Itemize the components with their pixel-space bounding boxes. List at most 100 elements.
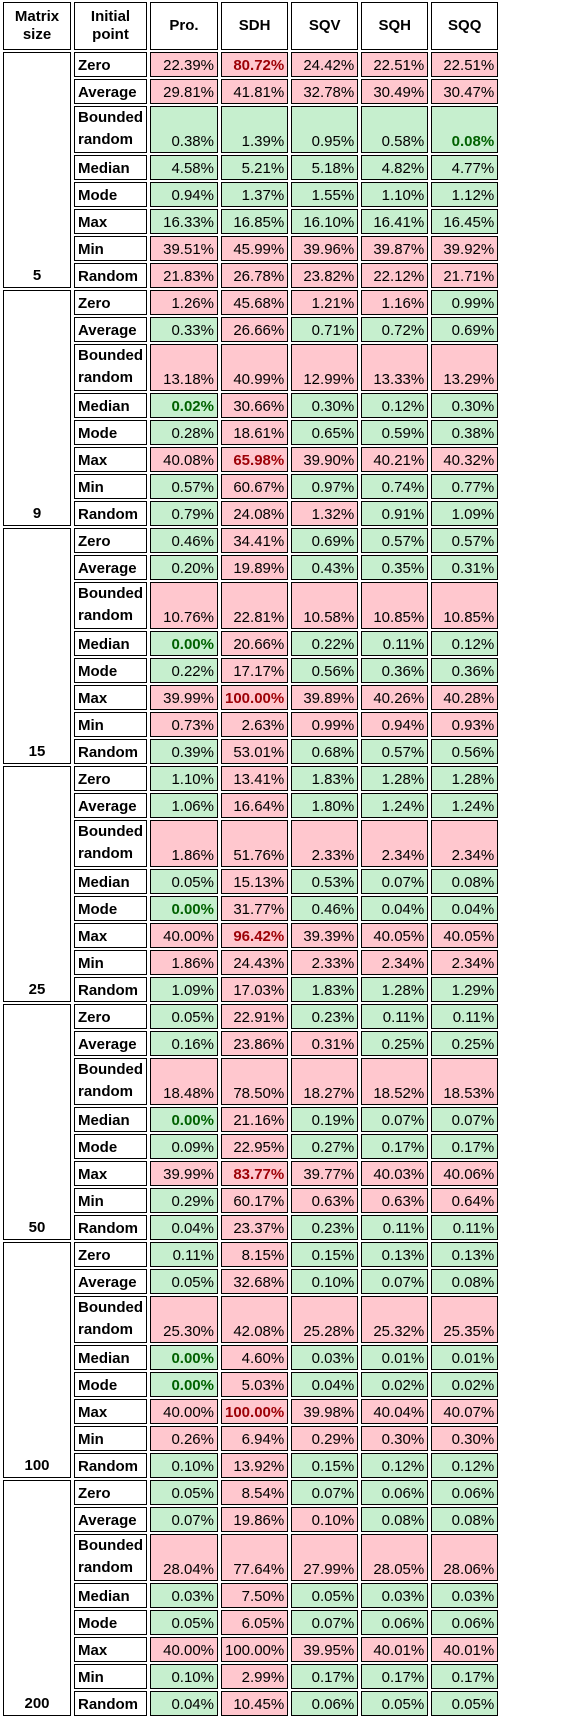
initial-point-label: Average	[74, 1269, 147, 1294]
value-cell-sqh: 13.33%	[361, 344, 429, 391]
matrix-size-cell: 15	[3, 528, 71, 764]
value-cell-sqq: 28.06%	[431, 1534, 499, 1581]
table-row: Min 0.57% 60.67% 0.97% 0.74% 0.77%	[3, 474, 499, 499]
header-initial-point: Initial point	[74, 2, 147, 50]
value-cell-sqh: 1.24%	[361, 793, 429, 818]
value-cell-sdh: 80.72%	[221, 52, 289, 77]
value-cell-sdh: 40.99%	[221, 344, 289, 391]
value-cell-sdh: 32.68%	[221, 1269, 289, 1294]
value-cell-pro: 0.38%	[150, 106, 218, 153]
value-cell-sqv: 0.23%	[291, 1215, 359, 1240]
table-row: Bounded random 10.76% 22.81% 10.58% 10.85% 10…	[3, 582, 499, 629]
value-cell-sdh: 31.77%	[221, 896, 289, 921]
value-cell-sqh: 0.59%	[361, 420, 429, 445]
value-cell-sqv: 0.95%	[291, 106, 359, 153]
value-cell-sqq: 0.36%	[431, 658, 499, 683]
value-cell-sqq: 0.06%	[431, 1480, 499, 1505]
value-cell-sdh: 51.76%	[221, 820, 289, 867]
header-sqh: SQH	[361, 2, 429, 50]
value-cell-pro: 1.06%	[150, 793, 218, 818]
table-row: 15 Zero 0.46% 34.41% 0.69% 0.57% 0.57%	[3, 528, 499, 764]
value-cell-pro: 0.73%	[150, 712, 218, 737]
value-cell-sqv: 0.68%	[291, 739, 359, 764]
value-cell-sqh: 1.28%	[361, 977, 429, 1002]
value-cell-sqv: 0.53%	[291, 869, 359, 894]
value-cell-sdh: 26.66%	[221, 317, 289, 342]
value-cell-sqq: 0.77%	[431, 474, 499, 499]
table-row: Max 40.08% 65.98% 39.90% 40.21% 40.32%	[3, 447, 499, 472]
value-cell-sdh: 7.50%	[221, 1583, 289, 1608]
value-cell-pro: 0.57%	[150, 474, 218, 499]
value-cell-sqv: 39.90%	[291, 447, 359, 472]
initial-point-label: Random	[74, 1453, 147, 1478]
value-cell-pro: 25.30%	[150, 1296, 218, 1343]
value-cell-sqq: 0.56%	[431, 739, 499, 764]
table-body: 5 Zero 22.39% 80.72% 24.42% 22.51% 22.51% Avera…	[3, 52, 499, 1716]
initial-point-label: Bounded random	[74, 106, 147, 153]
value-cell-sqv: 0.06%	[291, 1691, 359, 1716]
value-cell-pro: 0.05%	[150, 1269, 218, 1294]
value-cell-sdh: 19.86%	[221, 1507, 289, 1532]
value-cell-sqv: 0.10%	[291, 1269, 359, 1294]
value-cell-sqq: 0.11%	[431, 1004, 499, 1029]
matrix-size-cell: 9	[3, 290, 71, 526]
initial-point-label: Mode	[74, 1134, 147, 1159]
table-row: Mode 0.05% 6.05% 0.07% 0.06% 0.06%	[3, 1610, 499, 1635]
value-cell-sqv: 18.27%	[291, 1058, 359, 1105]
initial-point-label: Max	[74, 685, 147, 710]
value-cell-pro: 0.10%	[150, 1664, 218, 1689]
value-cell-sqh: 0.11%	[361, 1004, 429, 1029]
value-cell-sqv: 39.98%	[291, 1399, 359, 1424]
value-cell-sqh: 30.49%	[361, 79, 429, 104]
value-cell-sqq: 40.01%	[431, 1637, 499, 1662]
value-cell-sqh: 39.87%	[361, 236, 429, 261]
value-cell-sqv: 0.15%	[291, 1453, 359, 1478]
value-cell-sqh: 1.28%	[361, 766, 429, 791]
header-sdh: SDH	[221, 2, 289, 50]
value-cell-sdh: 77.64%	[221, 1534, 289, 1581]
value-cell-sqh: 0.57%	[361, 528, 429, 553]
initial-point-label: Mode	[74, 420, 147, 445]
initial-point-label: Zero	[74, 1480, 147, 1505]
header-sqv: SQV	[291, 2, 359, 50]
value-cell-pro: 0.03%	[150, 1583, 218, 1608]
value-cell-sqh: 0.35%	[361, 555, 429, 580]
table-row: Mode 0.28% 18.61% 0.65% 0.59% 0.38%	[3, 420, 499, 445]
value-cell-pro: 0.00%	[150, 1372, 218, 1397]
initial-point-label: Average	[74, 555, 147, 580]
table-row: Mode 0.94% 1.37% 1.55% 1.10% 1.12%	[3, 182, 499, 207]
value-cell-sqq: 39.92%	[431, 236, 499, 261]
value-cell-pro: 39.99%	[150, 685, 218, 710]
initial-point-label: Zero	[74, 528, 147, 553]
value-cell-sqh: 0.91%	[361, 501, 429, 526]
value-cell-sqh: 0.12%	[361, 1453, 429, 1478]
initial-point-label: Median	[74, 631, 147, 656]
value-cell-sdh: 22.91%	[221, 1004, 289, 1029]
value-cell-sqv: 1.83%	[291, 977, 359, 1002]
value-cell-sqh: 0.02%	[361, 1372, 429, 1397]
value-cell-pro: 13.18%	[150, 344, 218, 391]
value-cell-sqh: 0.07%	[361, 869, 429, 894]
initial-point-label: Bounded random	[74, 344, 147, 391]
value-cell-sqh: 0.13%	[361, 1242, 429, 1267]
value-cell-sqq: 0.99%	[431, 290, 499, 315]
value-cell-sdh: 45.68%	[221, 290, 289, 315]
value-cell-sqq: 0.11%	[431, 1215, 499, 1240]
table-row: Max 39.99% 100.00% 39.89% 40.26% 40.28%	[3, 685, 499, 710]
value-cell-sdh: 24.43%	[221, 950, 289, 975]
value-cell-sqv: 0.22%	[291, 631, 359, 656]
value-cell-sdh: 1.39%	[221, 106, 289, 153]
table-row: Random 1.09% 17.03% 1.83% 1.28% 1.29%	[3, 977, 499, 1002]
value-cell-sqv: 0.31%	[291, 1031, 359, 1056]
value-cell-pro: 0.22%	[150, 658, 218, 683]
value-cell-sqv: 0.05%	[291, 1583, 359, 1608]
value-cell-sqh: 0.57%	[361, 739, 429, 764]
value-cell-pro: 0.04%	[150, 1215, 218, 1240]
value-cell-sqq: 18.53%	[431, 1058, 499, 1105]
initial-point-label: Min	[74, 236, 147, 261]
value-cell-sqh: 40.01%	[361, 1637, 429, 1662]
value-cell-sqq: 0.25%	[431, 1031, 499, 1056]
table-row: Random 0.79% 24.08% 1.32% 0.91% 1.09%	[3, 501, 499, 526]
initial-point-label: Median	[74, 869, 147, 894]
value-cell-sqv: 1.83%	[291, 766, 359, 791]
